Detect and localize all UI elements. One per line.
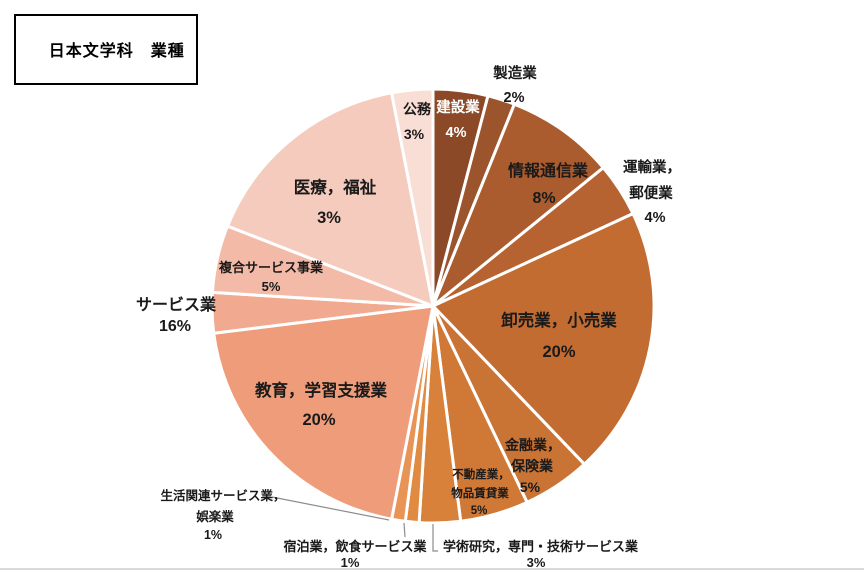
slice-label-education-learning-support-line2: 20% xyxy=(302,411,335,429)
slice-label-info-communication-line2: 8% xyxy=(532,190,555,207)
slice-label-life-services-entertainment-line2: 娯楽業 xyxy=(196,509,234,524)
leader-line-life-services-entertainment xyxy=(271,496,390,521)
slice-label-manufacturing-line1: 製造業 xyxy=(492,64,537,82)
slice-label-construction-line1: 建設業 xyxy=(436,98,480,116)
slice-label-info-communication-line1: 情報通信業 xyxy=(508,161,589,180)
slice-label-services-line2: 16% xyxy=(159,318,191,335)
slice-label-education-learning-support-line1: 教育，学習支援業 xyxy=(254,380,388,400)
slice-label-transport-postal-line1: 運輸業， xyxy=(623,158,681,176)
pie-slice-wholesale-retail xyxy=(431,212,656,466)
slice-label-life-services-entertainment-line1: 生活関連サービス業， xyxy=(160,488,285,503)
slice-label-finance-insurance-line3: 5% xyxy=(520,479,541,495)
slice-label-medical-welfare-line1: 医療，福祉 xyxy=(294,177,377,197)
slice-label-compound-services-line1: 複合サービス事業 xyxy=(218,260,324,275)
slice-label-services-line1: サービス業 xyxy=(136,295,217,314)
pie-slice-public-service xyxy=(390,87,435,308)
slice-label-research-professional-services-line2: 3% xyxy=(527,555,546,570)
leader-line-research-professional-services xyxy=(432,524,438,552)
slice-label-accommodation-food-line2: 1% xyxy=(341,555,360,570)
slice-label-manufacturing-line2: 2% xyxy=(504,90,525,106)
slice-label-real-estate-leasing-line1: 不動産業， xyxy=(452,467,510,481)
pie-slice-education-learning-support xyxy=(212,304,435,521)
slice-label-compound-services-line2: 5% xyxy=(262,279,281,294)
slice-label-finance-insurance-line2: 保険業 xyxy=(510,458,554,474)
slice-label-real-estate-leasing-line3: 5% xyxy=(471,505,488,517)
slice-label-finance-insurance-line1: 金融業， xyxy=(504,437,561,453)
slice-label-transport-postal-line3: 4% xyxy=(645,210,666,226)
chart-title: 日本文学科 業種 xyxy=(48,43,185,60)
slice-label-medical-welfare-line2: 3% xyxy=(317,209,341,227)
slice-label-accommodation-food-line1: 宿泊業，飲食サービス業 xyxy=(283,539,427,554)
chart-title-box: 日本文学科 業種 xyxy=(14,14,198,85)
leader-line-accommodation-food xyxy=(403,522,406,538)
slice-label-construction-line2: 4% xyxy=(446,125,467,141)
slice-label-transport-postal-line2: 郵便業 xyxy=(629,184,673,202)
bottom-divider xyxy=(0,568,864,570)
slice-label-real-estate-leasing-line2: 物品賃貸業 xyxy=(451,486,509,500)
slice-label-research-professional-services-line1: 学術研究，専門・技術サービス業 xyxy=(443,539,639,554)
slice-label-public-service-line1: 公務 xyxy=(403,101,432,117)
slice-label-wholesale-retail-line1: 卸売業，小売業 xyxy=(501,310,617,330)
pie-slice-info-communication xyxy=(431,102,605,308)
slice-label-life-services-entertainment-line3: 1% xyxy=(204,528,222,542)
slice-label-public-service-line2: 3% xyxy=(404,126,425,142)
pie-slice-services xyxy=(226,91,435,308)
slice-label-wholesale-retail-line2: 20% xyxy=(542,343,575,361)
